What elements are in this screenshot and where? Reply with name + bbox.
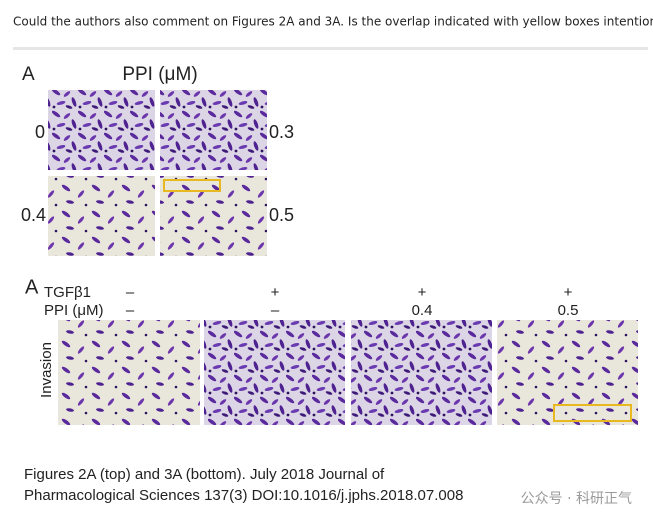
caption-line: Pharmacological Sciences 137(3) DOI:10.1… [24,487,463,504]
highlight-box [163,179,221,192]
divider [13,47,648,50]
treatment: + [271,284,280,301]
micrograph [58,320,200,425]
row-label: PPI (μM) [44,302,103,319]
treatment: – [126,284,135,301]
micrograph [351,320,492,425]
treatment: + [564,284,573,301]
treatment: 0.4 [412,302,433,319]
treatment: + [418,284,427,301]
side-label: Invasion [38,342,55,398]
caption-line: Figures 2A (top) and 3A (bottom). July 2… [24,466,385,483]
micrograph [160,90,267,170]
figure-bottom: A TGFβ1 PPI (μM) – + + + – – 0.4 0.5 Inv… [25,276,638,425]
treatment: – [271,302,280,319]
treatment: 0.5 [558,302,579,319]
conc-label: 0.3 [269,122,294,142]
micrograph [497,320,638,425]
treatment: – [126,302,135,319]
watermark: 公众号 · 科研正气 [521,491,632,507]
conc-label: 0 [35,122,45,142]
row-label: TGFβ1 [44,284,91,301]
figure-header: PPI (μM) [122,64,197,85]
panel-label: A [22,64,35,85]
figure-top: A PPI (μM) 0 0.3 0.4 0.5 [21,64,294,256]
conc-label: 0.4 [21,205,46,225]
micrograph [48,90,155,170]
comment-text: Could the authors also comment on Figure… [13,15,653,29]
micrograph [160,176,267,256]
micrograph [48,176,155,256]
micrograph [204,320,345,425]
panel-label: A [25,276,39,298]
conc-label: 0.5 [269,205,294,225]
highlight-box [553,404,632,422]
